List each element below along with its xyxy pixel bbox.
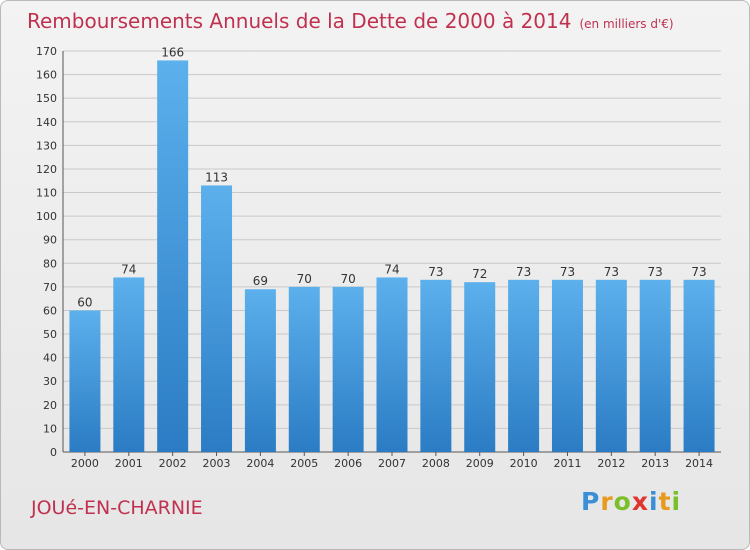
data-label: 74 xyxy=(384,262,399,276)
y-tick-label: 170 xyxy=(36,45,57,58)
x-tick-label: 2002 xyxy=(159,457,187,470)
x-tick-label: 2011 xyxy=(553,457,581,470)
bar-2001 xyxy=(113,277,145,452)
y-tick-label: 50 xyxy=(43,328,57,341)
bar-2000 xyxy=(69,310,101,452)
data-label: 72 xyxy=(472,267,487,281)
data-label: 73 xyxy=(428,265,443,279)
bar-2005 xyxy=(288,286,320,452)
x-tick-label: 2004 xyxy=(246,457,274,470)
y-tick-label: 90 xyxy=(43,234,57,247)
bar-2007 xyxy=(376,277,408,452)
y-tick-label: 40 xyxy=(43,352,57,365)
x-tick-label: 2005 xyxy=(290,457,318,470)
y-tick-label: 130 xyxy=(36,139,57,152)
y-tick-label: 80 xyxy=(43,257,57,270)
data-label: 113 xyxy=(205,170,228,184)
bar-2009 xyxy=(464,282,496,452)
data-label: 73 xyxy=(648,265,663,279)
unit-label: (en milliers d'€) xyxy=(579,17,674,31)
x-tick-label: 2006 xyxy=(334,457,362,470)
x-tick-label: 2010 xyxy=(510,457,538,470)
x-tick-label: 2001 xyxy=(115,457,143,470)
y-tick-label: 30 xyxy=(43,375,57,388)
logo-letter: x xyxy=(631,487,649,516)
logo-letter: P xyxy=(581,487,601,516)
commune-name: JOUé-EN-CHARNIE xyxy=(31,497,203,519)
x-tick-label: 2007 xyxy=(378,457,406,470)
chart-title: Remboursements Annuels de la Dette de 20… xyxy=(27,9,674,33)
logo-letter: t xyxy=(658,487,672,516)
logo-letter: r xyxy=(600,487,614,516)
bar-2008 xyxy=(420,279,452,452)
bar-2004 xyxy=(244,289,276,452)
x-tick-label: 2000 xyxy=(71,457,99,470)
y-tick-label: 150 xyxy=(36,92,57,105)
x-tick-label: 2008 xyxy=(422,457,450,470)
labels: 0 10 20 30 40 50 60 70 80 90 100 110 120 130 140 150 160… xyxy=(36,45,713,470)
bar-2011 xyxy=(551,279,583,452)
data-label: 70 xyxy=(340,272,355,286)
y-tick-label: 60 xyxy=(43,304,57,317)
logo-letter: i xyxy=(671,487,682,516)
data-label: 74 xyxy=(121,262,136,276)
bar-2014 xyxy=(683,279,715,452)
data-label: 73 xyxy=(691,265,706,279)
bar-2002 xyxy=(157,60,189,452)
y-tick-label: 70 xyxy=(43,281,57,294)
logo-letter: o xyxy=(613,487,632,516)
data-label: 73 xyxy=(604,265,619,279)
x-tick-label: 2013 xyxy=(641,457,669,470)
data-label: 73 xyxy=(516,265,531,279)
data-label: 70 xyxy=(297,272,312,286)
logo-letter: i xyxy=(649,487,659,516)
y-tick-label: 0 xyxy=(50,446,57,459)
bar-2003 xyxy=(201,185,233,452)
y-tick-label: 160 xyxy=(36,69,57,82)
y-tick-label: 120 xyxy=(36,163,57,176)
y-tick-label: 140 xyxy=(36,116,57,129)
y-tick-label: 100 xyxy=(36,210,57,223)
proxiti-logo: Proxiti xyxy=(581,487,681,516)
y-tick-label: 110 xyxy=(36,187,57,200)
data-label: 69 xyxy=(253,274,268,288)
x-tick-label: 2014 xyxy=(685,457,713,470)
data-label: 60 xyxy=(77,295,92,309)
bar-2012 xyxy=(595,279,627,452)
data-label: 166 xyxy=(161,45,184,59)
data-label: 73 xyxy=(560,265,575,279)
bar-2010 xyxy=(508,279,540,452)
y-tick-label: 10 xyxy=(43,422,57,435)
y-tick-label: 20 xyxy=(43,399,57,412)
x-tick-label: 2009 xyxy=(466,457,494,470)
bar-2013 xyxy=(639,279,671,452)
x-tick-label: 2012 xyxy=(597,457,625,470)
title-text: Remboursements Annuels de la Dette de 20… xyxy=(27,9,572,33)
x-tick-label: 2003 xyxy=(203,457,231,470)
bars xyxy=(69,60,715,452)
bar-2006 xyxy=(332,286,364,452)
